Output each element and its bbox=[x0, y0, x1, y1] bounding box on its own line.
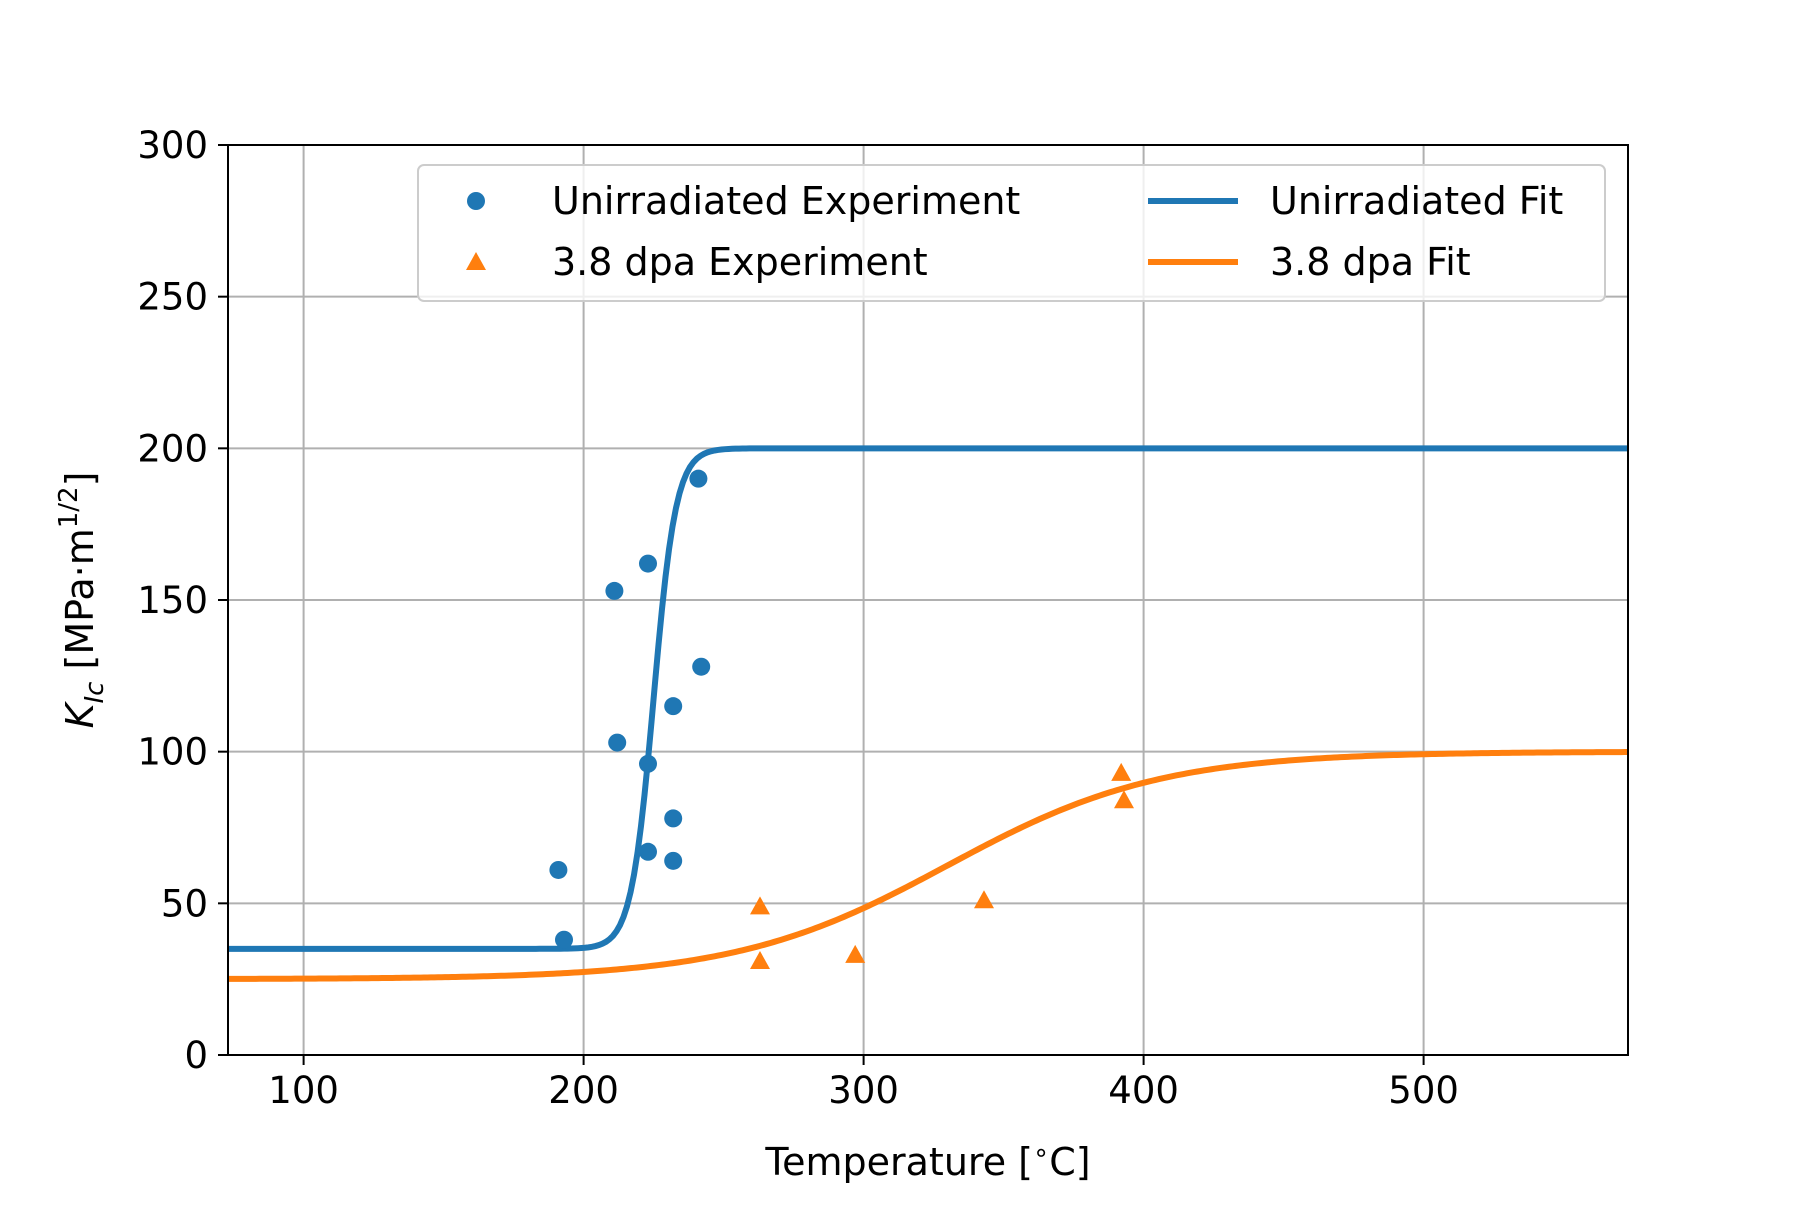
x-axis-label-degree: ∘ bbox=[1033, 1138, 1049, 1168]
point-3-8-dpa-experiment bbox=[974, 890, 994, 909]
x-tick-label: 400 bbox=[1108, 1069, 1179, 1112]
x-tick-label: 200 bbox=[548, 1069, 619, 1112]
legend-label-3-8-dpa-experiment: 3.8 dpa Experiment bbox=[552, 240, 928, 284]
series-line-unirradiated-fit bbox=[228, 445, 1628, 952]
point-unirradiated-experiment bbox=[664, 851, 683, 870]
point-3-8-dpa-experiment bbox=[845, 944, 866, 963]
y-axis-label-symbol: K bbox=[58, 700, 102, 728]
series-line-3-8-dpa-fit bbox=[228, 749, 1628, 982]
legend-marker-3-8-dpa-experiment bbox=[466, 252, 486, 270]
axis-ticks: 100 200 300 400 500 0 50 100 150 200 250 300 bbox=[137, 124, 1459, 1112]
y-axis-label-sup: 1/2 bbox=[54, 486, 84, 528]
point-unirradiated-experiment bbox=[689, 469, 708, 488]
x-axis-label-main: Temperature [ bbox=[764, 1140, 1033, 1184]
y-axis-label-subscript: Ic bbox=[80, 682, 110, 704]
x-axis-label-unit: C] bbox=[1049, 1140, 1090, 1184]
legend-label-unirradiated-experiment: Unirradiated Experiment bbox=[552, 179, 1020, 223]
point-unirradiated-experiment bbox=[549, 860, 568, 879]
plot-area bbox=[228, 445, 1628, 982]
y-tick-label: 200 bbox=[137, 427, 208, 470]
legend-label-unirradiated-fit: Unirradiated Fit bbox=[1270, 179, 1563, 223]
y-tick-label: 100 bbox=[137, 731, 208, 774]
y-tick-label: 150 bbox=[137, 579, 208, 622]
point-unirradiated-experiment bbox=[608, 733, 627, 752]
y-tick-label: 300 bbox=[137, 124, 208, 167]
y-axis-label: KIc [MPa·m1/2] bbox=[54, 472, 110, 729]
point-3-8-dpa-experiment bbox=[1114, 790, 1134, 809]
point-unirradiated-experiment bbox=[639, 554, 657, 573]
x-tick-label: 100 bbox=[268, 1069, 339, 1112]
legend-marker-unirradiated-experiment bbox=[467, 192, 485, 210]
x-tick-label: 500 bbox=[1388, 1069, 1459, 1112]
y-axis-label-end: ] bbox=[58, 472, 102, 487]
plot-frame bbox=[227, 144, 1629, 1056]
y-tick-label: 50 bbox=[161, 882, 208, 925]
point-3-8-dpa-experiment bbox=[750, 950, 770, 969]
y-tick-label: 0 bbox=[184, 1034, 208, 1077]
legend-label-3-8-dpa-fit: 3.8 dpa Fit bbox=[1270, 240, 1471, 284]
x-tick-label: 300 bbox=[828, 1069, 899, 1112]
point-unirradiated-experiment bbox=[555, 930, 573, 949]
y-axis-label-unit: [MPa·m bbox=[58, 528, 102, 681]
point-unirradiated-experiment bbox=[664, 697, 683, 716]
point-unirradiated-experiment bbox=[664, 809, 683, 828]
x-axis-label: Temperature [∘C] bbox=[764, 1138, 1090, 1184]
y-tick-label: 250 bbox=[137, 276, 208, 319]
point-unirradiated-experiment bbox=[639, 754, 657, 773]
point-unirradiated-experiment bbox=[639, 842, 657, 861]
legend: Unirradiated Experiment 3.8 dpa Experimen… bbox=[417, 164, 1606, 302]
point-unirradiated-experiment bbox=[605, 581, 624, 600]
point-3-8-dpa-experiment bbox=[750, 896, 770, 915]
point-unirradiated-experiment bbox=[692, 657, 711, 676]
legend-box bbox=[417, 164, 1606, 302]
point-3-8-dpa-experiment bbox=[1111, 762, 1132, 781]
